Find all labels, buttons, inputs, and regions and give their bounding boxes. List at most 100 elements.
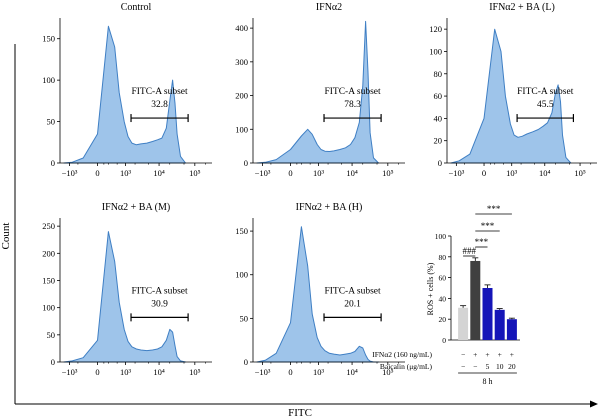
y-tick-label: 0: [244, 158, 248, 168]
histogram-panel-4: IFNα2 + BA (M) 0 50 100 150 200 250 −10³ 0 10³ 10⁴…: [42, 202, 212, 377]
condition-value: +: [498, 350, 502, 359]
y-tick-label: 400: [235, 23, 248, 33]
histogram-area: [450, 28, 572, 164]
figure-x-axis-arrow: [590, 400, 598, 408]
x-tick-label: −10³: [255, 168, 271, 178]
y-tick-label: 50: [240, 313, 249, 323]
y-tick-label: 100: [429, 46, 442, 56]
condition-label: Baicalin (μg/mL): [380, 362, 433, 371]
histogram-area: [256, 226, 379, 363]
y-tick-label: 250: [42, 221, 55, 231]
significance-label: ###: [462, 246, 476, 256]
histogram-panel-1: Control 0 50 100 150 −10³ 0 10³ 10⁴ 10⁵ FITC-A sub…: [42, 2, 212, 178]
y-tick-label: 100: [235, 124, 248, 134]
x-tick-label: 0: [95, 367, 99, 377]
condition-value: +: [485, 350, 489, 359]
x-tick-label: 10⁴: [153, 367, 165, 377]
figure-axes: Count FITC: [0, 44, 598, 418]
panel-title: Control: [121, 2, 152, 13]
x-tick-label: 10⁵: [574, 168, 586, 178]
gate-label: FITC-A subset: [131, 286, 188, 296]
significance-label: ***: [481, 221, 495, 231]
y-tick-label: 0: [51, 158, 55, 168]
bar-y-axis-label: ROS + cells (%): [426, 262, 435, 315]
y-tick-label: 100: [235, 270, 248, 280]
y-tick-label: 100: [42, 75, 55, 85]
y-tick-label: 0: [244, 357, 248, 367]
x-tick-label: 10⁴: [346, 367, 358, 377]
bar: [494, 309, 505, 340]
x-tick-label: 10⁵: [382, 367, 394, 377]
x-tick-label: 0: [288, 168, 292, 178]
histogram-panel-5: IFNα2 + BA (H) 0 50 100 150 −10³ 0 10³ 10⁴ 10⁵ FIT…: [235, 202, 405, 377]
gate-value: 32.8: [151, 100, 168, 110]
bar-y-tick-label: 20: [439, 315, 447, 324]
panel-title: IFNα2 + BA (H): [296, 202, 363, 213]
gate-value: 30.9: [151, 299, 168, 309]
x-tick-label: 10³: [313, 367, 325, 377]
x-tick-label: 10⁴: [153, 168, 165, 178]
y-tick-label: 40: [434, 113, 443, 123]
bar: [506, 319, 517, 340]
bar-y-tick-label: 40: [439, 294, 447, 303]
x-tick-label: −10³: [62, 168, 78, 178]
condition-value: −: [473, 362, 477, 371]
gate-label: FITC-A subset: [324, 87, 381, 97]
x-tick-label: −10³: [255, 367, 271, 377]
x-tick-label: 0: [95, 168, 99, 178]
y-tick-label: 150: [235, 226, 248, 236]
panel-title: IFNα2 + BA (M): [102, 202, 170, 213]
figure-x-axis-label: FITC: [288, 407, 312, 418]
y-tick-label: 150: [42, 275, 55, 285]
time-label: 8 h: [483, 377, 493, 386]
x-tick-label: 0: [288, 367, 292, 377]
histogram-area: [63, 25, 186, 164]
x-tick-label: 10³: [120, 168, 132, 178]
x-tick-label: 10⁴: [346, 168, 358, 178]
condition-value: +: [473, 350, 477, 359]
x-tick-label: 10³: [506, 168, 518, 178]
condition-value: 20: [508, 362, 516, 371]
y-tick-label: 20: [434, 136, 443, 146]
figure-y-axis-label: Count: [0, 223, 12, 250]
y-tick-label: 200: [235, 91, 248, 101]
gate-value: 78.3: [344, 100, 361, 110]
gate-value: 20.1: [344, 299, 361, 309]
y-tick-label: 60: [434, 91, 443, 101]
x-tick-label: −10³: [62, 367, 78, 377]
bar: [470, 260, 481, 340]
gate-label: FITC-A subset: [517, 87, 574, 97]
x-tick-label: 10³: [313, 168, 325, 178]
y-tick-label: 120: [429, 24, 442, 34]
x-tick-label: 10⁴: [539, 168, 551, 178]
y-tick-label: 50: [47, 117, 56, 127]
significance-label: ***: [487, 204, 501, 214]
x-tick-label: 10⁵: [189, 168, 201, 178]
condition-value: 5: [486, 362, 490, 371]
bar-y-tick-label: 60: [439, 274, 447, 283]
y-tick-label: 80: [434, 69, 443, 79]
x-tick-label: −10³: [448, 168, 464, 178]
bar: [482, 288, 493, 340]
x-tick-label: 10⁵: [382, 168, 394, 178]
x-tick-label: 0: [482, 168, 486, 178]
y-tick-label: 0: [438, 158, 442, 168]
y-tick-label: 0: [51, 357, 55, 367]
panel-title: IFNα2: [316, 2, 342, 13]
gate-value: 45.5: [537, 100, 554, 110]
condition-value: +: [510, 350, 514, 359]
bar-y-tick-label: 100: [435, 232, 447, 241]
gate-label: FITC-A subset: [324, 286, 381, 296]
condition-value: 10: [496, 362, 504, 371]
histogram-panel-3: IFNα2 + BA (L) 0 20 40 60 80 100 120 −10³ 0 10³ 10⁴…: [429, 2, 597, 178]
x-tick-label: 10³: [120, 367, 132, 377]
bar-y-tick-label: 80: [439, 253, 447, 262]
significance-label: ***: [475, 237, 489, 247]
histogram-panel-2: IFNα2 0 100 200 300 400 −10³ 0 10³ 10⁴ 10⁵ FITC-A s…: [235, 2, 405, 178]
condition-value: −: [461, 362, 465, 371]
y-tick-label: 300: [235, 57, 248, 67]
condition-label: IFNα2 (160 ng/mL): [372, 350, 432, 359]
